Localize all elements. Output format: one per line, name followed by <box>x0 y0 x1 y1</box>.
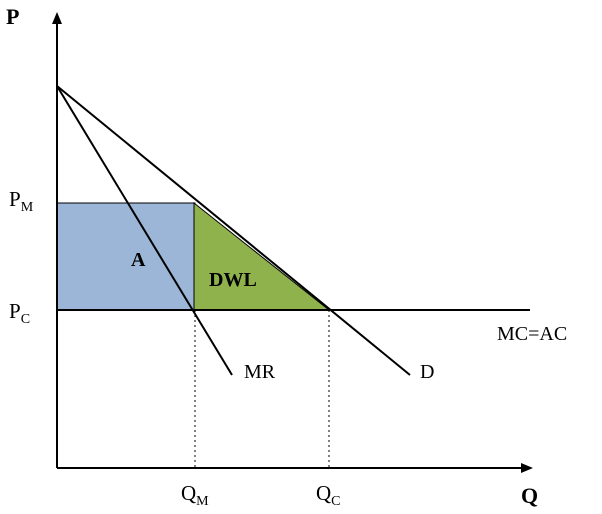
demand-curve <box>56 85 411 376</box>
area-a-label: A <box>131 249 146 271</box>
marginal-revenue-label: MR <box>244 361 276 383</box>
y-axis-label: P <box>6 4 19 29</box>
deadweight-loss-area <box>193 201 331 311</box>
x-axis-arrow-icon <box>521 463 533 473</box>
marginal-revenue-curve <box>56 85 233 376</box>
price-competitive-label: PC <box>9 299 30 327</box>
x-axis-label: Q <box>521 483 538 508</box>
mc-ac-label: MC=AC <box>497 323 567 345</box>
demand-label: D <box>420 361 434 383</box>
quantity-monopoly-label: QM <box>181 481 209 509</box>
price-monopoly-label: PM <box>9 187 34 215</box>
y-axis-arrow-icon <box>52 12 62 24</box>
dwl-label: DWL <box>209 269 257 291</box>
quantity-competitive-label: QC <box>316 481 341 509</box>
monopoly-profit-area <box>56 202 196 311</box>
